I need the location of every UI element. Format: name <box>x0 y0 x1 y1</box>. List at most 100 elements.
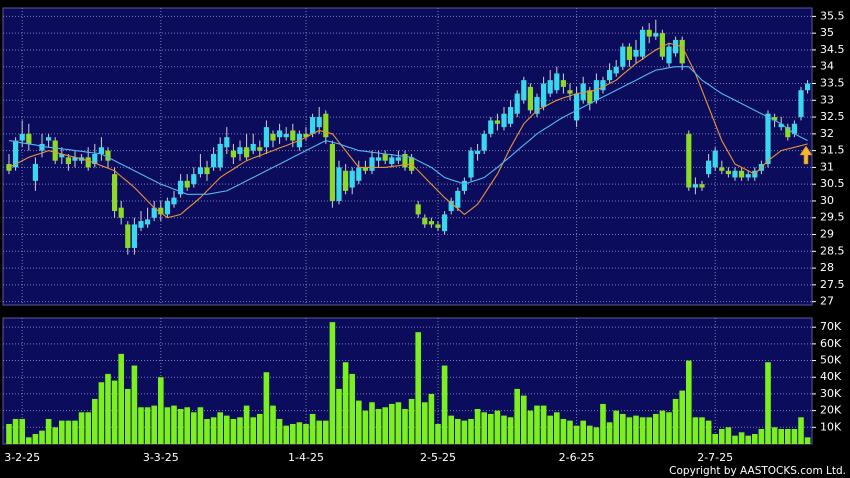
moving-average-line <box>8 42 808 219</box>
candle-body <box>725 170 731 175</box>
volume-bar <box>78 412 85 444</box>
volume-bar <box>481 412 487 444</box>
candle-body <box>494 120 500 124</box>
volume-bar <box>125 388 131 444</box>
candle-body <box>488 120 494 134</box>
candle-body <box>211 153 217 168</box>
candle-body <box>316 117 322 128</box>
volume-bar <box>560 418 567 444</box>
candle-body <box>369 157 375 171</box>
y-tick-label: 50K <box>820 354 842 367</box>
volume-bar <box>270 405 276 444</box>
volume-bar <box>488 413 494 444</box>
volume-bar <box>468 418 474 444</box>
volume-bar <box>237 417 243 444</box>
candle-body <box>389 157 395 165</box>
volume-bar <box>98 382 105 444</box>
candle-body <box>745 174 751 178</box>
candle-body <box>197 167 203 175</box>
candle-body <box>706 160 712 175</box>
volume-bar <box>349 373 355 444</box>
candle-body <box>138 221 144 228</box>
volume-bar <box>144 407 151 444</box>
volume-bar <box>243 405 250 444</box>
candle-body <box>131 224 137 248</box>
candle-body <box>415 204 421 215</box>
candle-body <box>310 117 316 134</box>
volume-bar <box>699 417 705 444</box>
candle-body <box>158 207 164 215</box>
volume-bar <box>45 418 52 444</box>
volume-bar <box>19 418 25 444</box>
candle-body <box>600 80 606 91</box>
candle-body <box>184 180 190 188</box>
candle-body <box>263 127 269 148</box>
volume-bar <box>600 403 606 444</box>
volume-bar <box>455 418 461 444</box>
candle-body <box>646 29 652 37</box>
volume-bar <box>309 413 316 444</box>
volume-bar <box>448 415 454 444</box>
volume-bar <box>52 427 58 444</box>
volume-bar <box>32 433 39 444</box>
candle-body <box>145 219 151 225</box>
volume-bar <box>573 425 580 444</box>
volume-bar <box>105 373 111 444</box>
candle-body <box>778 123 784 128</box>
volume-bar <box>633 415 639 444</box>
volume-bar <box>336 388 342 444</box>
volume-bar <box>771 427 778 444</box>
candle-body <box>191 174 197 185</box>
x-tick-label: 1-4-25 <box>288 451 324 464</box>
volume-bar <box>375 408 382 444</box>
volume-bar <box>672 398 679 444</box>
candle-body <box>785 127 791 138</box>
candle-body <box>554 73 560 91</box>
volume-bar <box>514 388 520 444</box>
copyright: Copyright by AASTOCKS.com Ltd. <box>669 465 846 477</box>
plot-layer: 27 27.5 28 28.5 29 29.5 30 30.5 31 31.5 32 32.5 33 33… <box>3 8 845 464</box>
volume-bar <box>659 410 666 444</box>
y-tick-label: 34.5 <box>820 43 845 56</box>
candle-body <box>527 86 533 111</box>
volume-bar <box>507 417 514 444</box>
candle-body <box>679 39 685 64</box>
y-tick-label: 40K <box>820 370 842 383</box>
arrow-marker <box>799 145 813 165</box>
candle-body <box>250 143 256 151</box>
candle-body <box>686 133 692 188</box>
candle-body <box>514 93 520 114</box>
candle-body <box>349 170 355 188</box>
volume-bar <box>653 413 659 444</box>
y-tick-label: 28.5 <box>820 244 845 257</box>
candle-body <box>653 33 659 37</box>
volume-bar <box>250 417 256 444</box>
volume-bar <box>798 417 804 444</box>
volume-bar <box>719 428 725 444</box>
candle-body <box>376 157 382 161</box>
volume-bar <box>12 418 19 444</box>
volume-bar <box>540 405 547 444</box>
volume-bar <box>461 420 468 444</box>
candle-body <box>257 147 263 151</box>
candle-body <box>65 157 71 165</box>
candle-body <box>508 107 514 124</box>
candle-body <box>475 150 481 154</box>
volume-bar <box>369 402 375 444</box>
candle-body <box>541 83 547 107</box>
candle-body <box>237 147 243 154</box>
candle-body <box>772 117 778 121</box>
candle-body <box>534 96 540 114</box>
volume-bar <box>118 353 124 444</box>
volume-bar <box>230 418 237 444</box>
volume-bar <box>580 420 586 444</box>
candle-body <box>468 150 474 178</box>
x-tick-label: 3-3-25 <box>143 451 179 464</box>
y-tick-label: 27 <box>820 295 834 308</box>
candle-body <box>224 137 230 148</box>
candle-body <box>442 214 448 232</box>
volume-bar <box>745 435 751 444</box>
volume-bar <box>415 332 421 444</box>
